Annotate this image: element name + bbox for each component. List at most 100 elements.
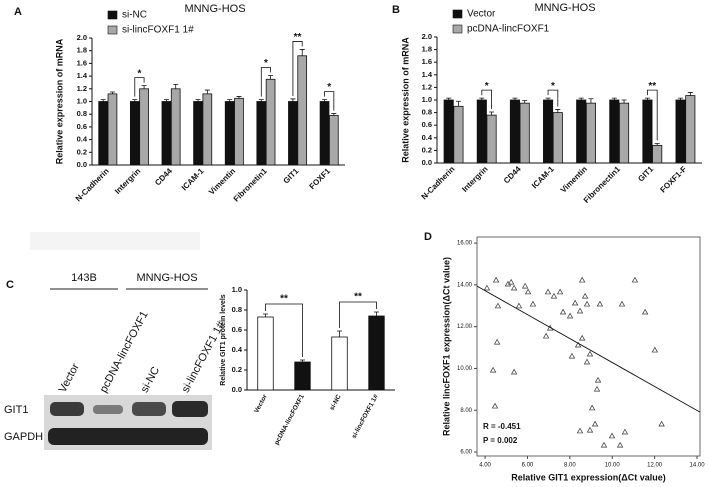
bar [193, 101, 203, 166]
y-axis-label: Relative GIT1 protein levels [220, 294, 227, 386]
band [93, 405, 123, 414]
error-bar [204, 89, 210, 94]
point [578, 276, 586, 283]
y-tick-label: 0.6 [77, 122, 87, 131]
point [571, 299, 579, 306]
bar [161, 101, 172, 166]
legend-swatch [107, 10, 118, 20]
bar [486, 114, 497, 164]
significance-bracket [260, 67, 271, 97]
bar [585, 102, 596, 164]
error-bar [258, 99, 264, 102]
point [544, 288, 552, 295]
panel-label: A [14, 6, 22, 18]
y-tick-label: 1.8 [77, 46, 87, 55]
bar [476, 99, 487, 164]
point [494, 302, 502, 309]
x-tick-label: si-NC [329, 393, 343, 412]
bar [297, 55, 308, 166]
error-bar [555, 109, 561, 113]
x-tick-label: N-Cadherin [74, 166, 111, 203]
y-tick-label: 1.4 [422, 70, 433, 79]
y-tick-label: 0.4 [77, 135, 88, 144]
error-bar [173, 83, 179, 89]
point [641, 308, 649, 315]
y-tick-label: 1.8 [422, 45, 432, 54]
y-tick-label: 0.8 [232, 305, 242, 314]
x-tick-label: ICAM-1 [180, 166, 206, 192]
point [491, 402, 499, 409]
y-tick-label: 2.0 [422, 32, 432, 41]
lane-label: si-NC [139, 365, 163, 395]
x-tick-label: N-Cadherin [420, 164, 457, 201]
y-tick-label: 0.6 [232, 325, 242, 334]
error-bar [588, 98, 594, 104]
significance-label: ** [354, 292, 362, 303]
y-tick-label: 0.2 [232, 365, 242, 374]
x-tick-label: Vimentin [207, 166, 237, 196]
bar [329, 115, 339, 166]
point [593, 385, 601, 392]
error-bar [300, 359, 305, 362]
significance-bracket [481, 89, 492, 109]
point [521, 282, 529, 289]
bar [443, 99, 454, 164]
x-tick-label: Intergrin [460, 164, 489, 193]
error-bar [621, 99, 627, 104]
significance-label: * [137, 68, 141, 79]
significance-bracket [134, 77, 145, 97]
x-tick-label: FOXF1 [307, 166, 332, 191]
point [483, 284, 491, 291]
bar [642, 99, 653, 164]
point [578, 334, 586, 341]
point [556, 288, 564, 295]
error-bar [455, 100, 461, 107]
bar [202, 93, 213, 166]
x-tick-label: CD44 [153, 166, 174, 187]
error-bar [479, 97, 485, 100]
x-tick-label: GIT1 [636, 164, 655, 183]
bar [224, 101, 235, 166]
bar [234, 97, 244, 166]
error-bar [109, 91, 115, 94]
panel-label: C [6, 279, 14, 291]
group-label: 143B [71, 272, 97, 284]
point [583, 358, 591, 365]
x-tick-label: CD44 [502, 164, 523, 185]
point [559, 308, 567, 315]
y-tick-label: 1.4 [77, 71, 88, 80]
x-tick-label: GIT1 [282, 166, 301, 185]
x-tick-label: FOXF1-F [658, 164, 688, 194]
bar [519, 102, 530, 164]
point [594, 376, 602, 383]
significance-bracket [324, 91, 335, 111]
point [489, 366, 497, 373]
significance-label: ** [294, 32, 302, 43]
point [600, 441, 608, 448]
point [542, 332, 550, 339]
error-bar [331, 113, 337, 116]
y-tick-label: 0.6 [422, 120, 432, 129]
error-bar [644, 97, 650, 100]
y-tick-label: 0.0 [232, 385, 242, 394]
y-tick-label: 0.2 [422, 145, 432, 154]
y-tick-label: 0.0 [77, 160, 87, 169]
error-bar [611, 97, 617, 100]
bar [319, 101, 330, 166]
error-bar [290, 98, 296, 102]
error-bar [268, 75, 274, 80]
point [568, 352, 576, 359]
error-bar [337, 330, 342, 337]
point [504, 280, 512, 287]
point [658, 420, 665, 427]
legend-label: si-lincFOXF1 1# [122, 25, 194, 36]
x-tick-label: 14.00 [690, 463, 706, 469]
point [618, 300, 626, 307]
significance-bracket [292, 41, 303, 96]
y-tick-label: 14.00 [457, 282, 473, 288]
point [586, 426, 594, 433]
significance-label: * [485, 81, 489, 92]
bar [139, 88, 149, 166]
point [586, 350, 594, 357]
legend-swatch [452, 9, 463, 19]
